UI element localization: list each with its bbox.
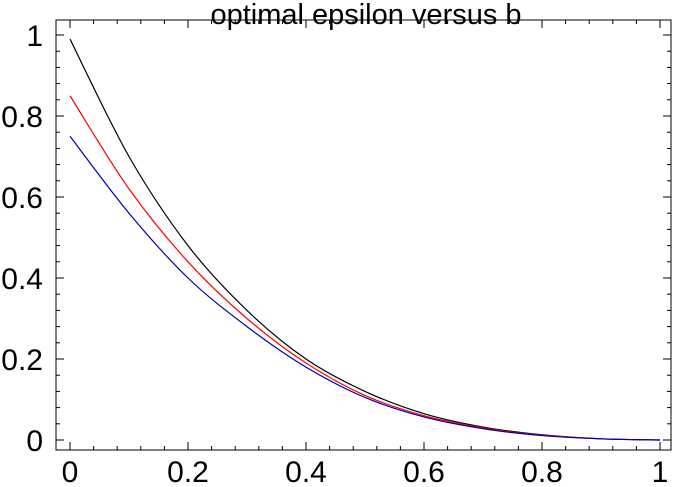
series-layer [69,38,661,441]
y-tick-label: 0.6 [1,182,43,215]
chart-title: optimal epsilon versus b [210,0,521,31]
y-tick-label: 0.4 [1,263,43,296]
y-tick-label: 0 [26,425,43,458]
series-line-2 [69,135,661,441]
y-tick-label: 0.2 [1,344,43,377]
x-tick-label: 0 [62,456,79,487]
x-tick-label: 0.4 [285,456,327,487]
y-tick-label: 0.8 [1,101,43,134]
x-tick-label: 0.2 [167,456,209,487]
x-tick-label: 0.6 [403,456,445,487]
plot-frame [55,19,672,451]
axes-layer: 0 0.2 0.4 0.6 0.8 1 0 0.2 0.4 0.6 0.8 1 [1,20,671,487]
series-line-0 [69,38,661,441]
x-tick-label: 1 [652,456,669,487]
y-tick-label: 1 [26,20,43,53]
series-line-1 [69,95,661,441]
x-tick-label: 0.8 [521,456,563,487]
